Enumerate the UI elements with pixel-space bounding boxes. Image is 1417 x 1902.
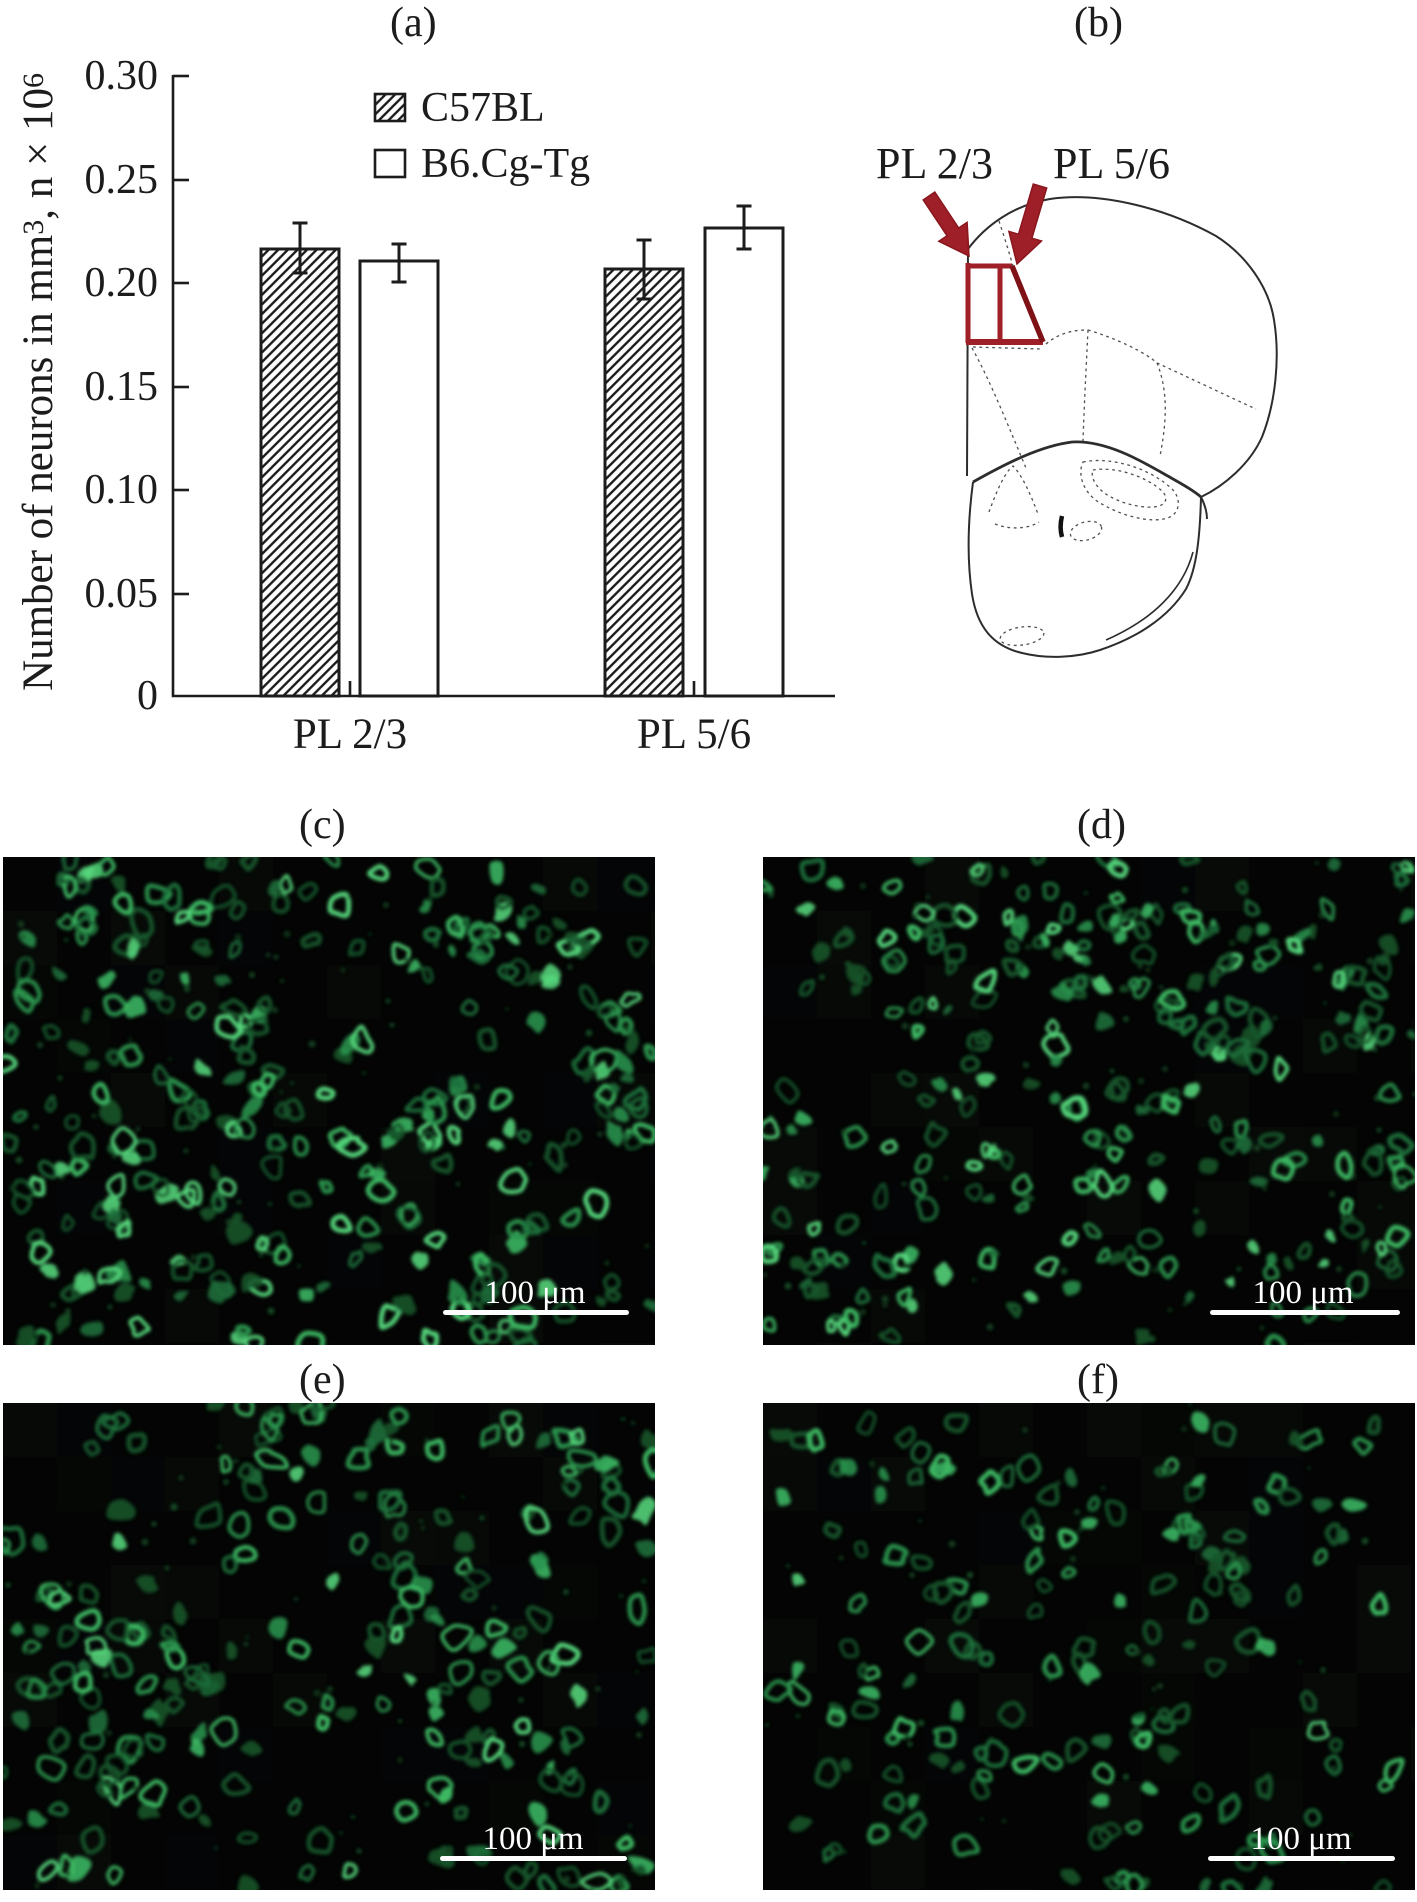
svg-text:Number of neurons in mm3, n ×: Number of neurons in mm3, n × 106 [15,73,62,691]
svg-text:100 μm: 100 μm [1250,1821,1351,1857]
svg-text:0.15: 0.15 [85,364,159,410]
svg-text:PL 5/6: PL 5/6 [637,711,751,758]
svg-text:100 μm: 100 μm [484,1275,585,1311]
svg-text:0.10: 0.10 [85,467,159,513]
svg-text:0.05: 0.05 [85,571,159,617]
svg-text:0: 0 [137,673,158,719]
svg-text:0.25: 0.25 [85,157,159,203]
svg-text:B6.Cg-Tg: B6.Cg-Tg [421,141,590,187]
svg-text:100 μm: 100 μm [1252,1275,1353,1311]
svg-text:100 μm: 100 μm [482,1821,583,1857]
svg-text:0.20: 0.20 [85,260,159,306]
svg-text:PL 2/3: PL 2/3 [293,711,407,758]
svg-text:0.30: 0.30 [85,53,159,99]
svg-text:C57BL: C57BL [421,85,545,131]
